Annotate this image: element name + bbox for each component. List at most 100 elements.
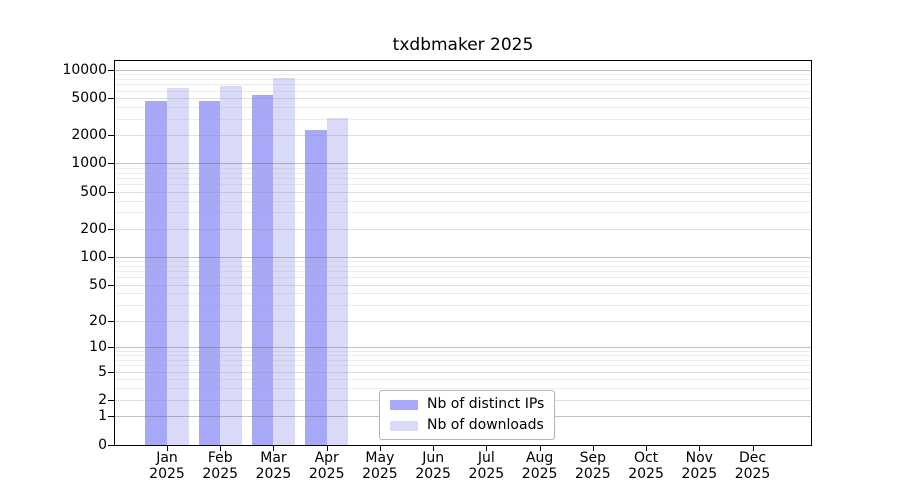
x-label-month: Mar — [260, 450, 287, 466]
bar-feb-downloads — [220, 85, 242, 445]
x-tick-jul — [486, 446, 488, 451]
x-tick-label-sep: Sep 2025 — [558, 450, 628, 482]
plot-area: 0 1 2 5 10 20 50 100 200 500 1000 2000 5000 10000 Jan… — [62, 60, 812, 481]
gridline-800 — [115, 172, 811, 174]
x-label-year: 2025 — [734, 465, 771, 482]
x-tick-label-jul: Jul 2025 — [451, 450, 521, 482]
y-axis: 0 1 2 5 10 20 50 100 200 500 1000 2000 5000 10000 — [62, 61, 811, 453]
x-tick-label-oct: Oct 2025 — [611, 450, 681, 482]
y-tick-label-0: 0 — [98, 436, 107, 453]
gridline-90 — [115, 261, 811, 263]
x-label-year: 2025 — [681, 465, 718, 482]
x-axis: Jan 2025 Feb 2025 Mar 2025 Apr 2025 May 2025 Jun 20… — [115, 61, 811, 481]
x-label-month: Jan — [156, 450, 178, 466]
gridline-400 — [115, 200, 811, 202]
x-tick-jan — [167, 446, 168, 451]
x-tick-mar — [273, 446, 275, 451]
x-label-year: 2025 — [521, 465, 558, 482]
gridline-100 — [115, 256, 811, 258]
x-tick-may — [379, 446, 381, 451]
x-label-year: 2025 — [202, 465, 239, 482]
legend: Nb of distinct IPs Nb of downloads — [379, 390, 556, 440]
x-label-year: 2025 — [628, 465, 664, 482]
y-tick-10 — [108, 346, 114, 348]
y-tick-2000 — [108, 135, 114, 137]
y-tick-label-20: 20 — [89, 312, 107, 329]
gridline-70 — [115, 271, 811, 273]
x-label-month: Jun — [422, 450, 445, 466]
chart-title: txdbmaker 2025 — [392, 35, 534, 55]
bars-layer — [115, 61, 811, 445]
x-tick-label-aug: Aug 2025 — [505, 450, 575, 482]
gridline-4000 — [115, 107, 811, 109]
gridline-3000 — [115, 118, 811, 120]
x-label-year: 2025 — [149, 465, 185, 482]
y-tick-label-50: 50 — [89, 276, 107, 293]
x-label-month: Nov — [685, 450, 713, 466]
gridline-50 — [115, 284, 811, 286]
y-tick-label-200: 200 — [80, 220, 107, 237]
gridline-3 — [115, 388, 811, 390]
gridline-200 — [115, 228, 811, 230]
x-label-month: Aug — [525, 450, 554, 466]
gridline-40 — [115, 293, 811, 295]
legend-row-downloads: Nb of downloads — [390, 417, 544, 434]
gridline-7000 — [115, 84, 811, 86]
bar-mar-distinct-ips — [251, 95, 274, 445]
legend-label-downloads: Nb of downloads — [427, 417, 544, 433]
x-tick-label-dec: Dec 2025 — [718, 450, 788, 482]
x-label-year: 2025 — [415, 465, 451, 482]
x-label-year: 2025 — [362, 465, 398, 482]
y-tick-1000 — [108, 163, 114, 165]
x-tick-sep — [592, 446, 594, 451]
legend-row-distinct-ips: Nb of distinct IPs — [390, 396, 544, 413]
gridline-300 — [115, 212, 811, 214]
gridline-700 — [115, 177, 811, 179]
x-label-month: Apr — [314, 450, 339, 466]
bar-jan-distinct-ips — [145, 101, 167, 445]
gridline-10 — [115, 346, 811, 348]
y-tick-label-5000: 5000 — [71, 90, 107, 107]
x-tick-feb — [220, 446, 222, 451]
gridline-80 — [115, 265, 811, 267]
y-tick-1 — [108, 416, 114, 418]
gridline-4 — [115, 379, 811, 381]
x-tick-label-mar: Mar 2025 — [238, 450, 308, 482]
x-label-year: 2025 — [575, 465, 611, 482]
gridline-6 — [115, 365, 811, 367]
gridline-10000 — [115, 69, 811, 71]
y-tick-500 — [108, 191, 114, 193]
y-tick-label-10: 10 — [89, 338, 107, 355]
y-tick-0 — [108, 444, 114, 446]
x-tick-label-apr: Apr 2025 — [292, 450, 362, 482]
y-tick-label-500: 500 — [80, 183, 107, 200]
x-tick-label-jan: Jan 2025 — [132, 450, 202, 482]
legend-swatch-downloads — [390, 420, 418, 431]
x-tick-jun — [433, 446, 435, 451]
y-tick-2 — [108, 399, 114, 401]
gridline-2000 — [115, 135, 811, 137]
y-tick-100 — [108, 256, 114, 258]
gridline-60 — [115, 277, 811, 279]
y-tick-20 — [108, 320, 114, 322]
bar-feb-distinct-ips — [198, 100, 221, 445]
x-tick-apr — [326, 446, 328, 451]
gridline-8 — [115, 355, 811, 357]
x-label-month: Jul — [477, 450, 495, 466]
y-tick-5000 — [108, 98, 114, 100]
gridline-8000 — [115, 78, 811, 80]
y-tick-label-100: 100 — [80, 248, 107, 265]
y-tick-label-2000: 2000 — [71, 127, 107, 144]
y-tick-label-1: 1 — [98, 408, 107, 425]
x-tick-label-feb: Feb 2025 — [185, 450, 255, 482]
x-tick-aug — [539, 446, 541, 451]
gridline-600 — [115, 184, 811, 186]
x-tick-oct — [646, 446, 648, 451]
y-tick-5 — [108, 371, 114, 373]
x-label-month: May — [365, 450, 395, 466]
x-label-month: Sep — [579, 450, 607, 466]
x-label-year: 2025 — [255, 465, 292, 482]
gridline-7 — [115, 359, 811, 361]
y-tick-label-2: 2 — [98, 391, 107, 408]
bar-jan-downloads — [167, 87, 189, 445]
